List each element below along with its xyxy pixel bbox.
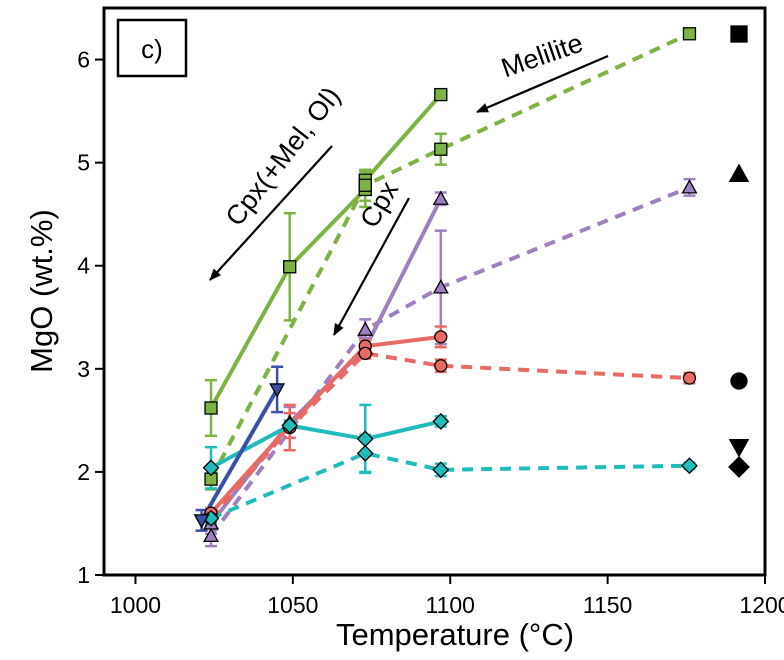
- data-point: [682, 371, 697, 385]
- series-line-5: [209, 351, 690, 520]
- x-tick-label: 1000: [110, 592, 161, 618]
- x-axis-title: Temperature (°C): [336, 617, 574, 652]
- series-line-7: [210, 451, 690, 521]
- data-point: [202, 459, 220, 477]
- series-line-8: [199, 388, 279, 522]
- annotation-cpx-mel-ol: Cpx(+Mel, Ol): [220, 81, 347, 231]
- data-point: [432, 461, 450, 479]
- legend-marker-triangle-up: [728, 163, 750, 183]
- legend-marker-diamond: [728, 456, 750, 478]
- x-axis: 1000 1050 1100 1150 1200: [110, 575, 784, 618]
- y-tick-label: 2: [77, 459, 90, 485]
- data-point: [193, 514, 210, 529]
- legend-marker-square: [730, 25, 748, 43]
- x-tick-label: 1200: [739, 592, 784, 618]
- x-tick-label: 1050: [267, 592, 318, 618]
- data-point: [358, 178, 372, 192]
- data-point: [281, 417, 299, 434]
- series-line-4: [209, 334, 442, 515]
- annotation-cpx-arrow: [333, 197, 410, 336]
- y-axis-title: MgO (wt.%): [24, 209, 59, 373]
- y-axis: 1 2 3 4 5 6: [77, 47, 104, 588]
- y-tick-label: 6: [77, 47, 90, 73]
- series-layer: [193, 27, 698, 548]
- data-point: [434, 142, 448, 156]
- data-point: [681, 457, 698, 475]
- panel-label: c): [141, 34, 163, 64]
- data-point: [682, 27, 697, 41]
- series-line-3: [209, 185, 691, 538]
- x-tick-label: 1150: [583, 592, 632, 618]
- y-tick-label: 4: [77, 253, 90, 279]
- data-point: [204, 401, 218, 415]
- legend-marker-triangle-down: [728, 438, 750, 458]
- annotation-cpx-mel-ol-arrow: [209, 145, 333, 281]
- y-tick-label: 5: [77, 150, 90, 176]
- annotation-melilite-arrow: [476, 54, 609, 114]
- x-tick-label: 1100: [426, 592, 475, 618]
- data-point: [432, 190, 449, 205]
- data-point: [432, 279, 449, 294]
- data-point: [203, 527, 220, 542]
- data-point: [434, 359, 448, 373]
- data-point: [681, 179, 698, 194]
- y-tick-label: 3: [77, 356, 90, 382]
- series-line-1: [209, 31, 691, 481]
- y-tick-label: 1: [77, 562, 90, 588]
- legend-marker-circle: [730, 372, 748, 390]
- data-point: [283, 260, 297, 274]
- data-point: [269, 383, 286, 398]
- series-line-6: [210, 419, 442, 470]
- legend: [728, 25, 750, 478]
- data-point: [434, 330, 448, 344]
- data-point: [432, 412, 450, 430]
- data-point: [434, 87, 448, 102]
- data-point: [357, 321, 374, 336]
- plot-frame: [102, 6, 767, 577]
- annotation-melilite: Melilite: [497, 28, 586, 84]
- data-point: [356, 444, 374, 462]
- data-point: [358, 346, 372, 361]
- panel-label-box: [116, 18, 188, 78]
